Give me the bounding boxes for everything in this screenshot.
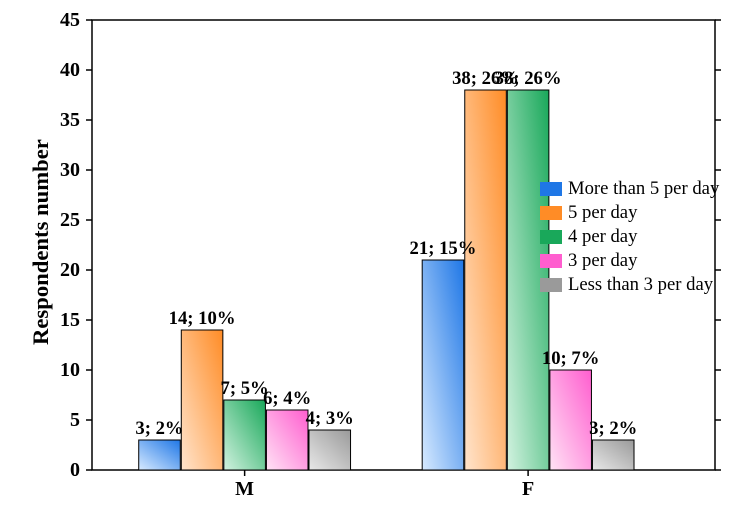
legend-label: 5 per day [568,202,637,224]
bar-value-label: 3; 2% [135,418,183,440]
category-label: M [235,478,254,501]
legend-item: 5 per day [540,202,719,224]
bar [592,440,634,470]
ytick-label: 0 [52,459,80,482]
ytick-label: 40 [52,59,80,82]
bar [181,330,223,470]
bar-value-label: 6; 4% [263,388,311,410]
legend-item: 3 per day [540,250,719,272]
legend-swatch [540,206,562,220]
legend-label: Less than 3 per day [568,274,713,296]
bar [309,430,351,470]
bar-value-label: 14; 10% [169,308,236,330]
legend-item: 4 per day [540,226,719,248]
ytick-label: 20 [52,259,80,282]
legend: More than 5 per day5 per day4 per day3 p… [540,178,719,298]
ytick-label: 45 [52,9,80,32]
bar-value-label: 21; 15% [410,238,477,260]
bar [550,370,592,470]
ytick-label: 10 [52,359,80,382]
legend-swatch [540,254,562,268]
legend-label: 4 per day [568,226,637,248]
bar-value-label: 4; 3% [306,408,354,430]
legend-swatch [540,182,562,196]
y-axis-label: Respondents number [28,139,54,345]
legend-label: 3 per day [568,250,637,272]
bar [422,260,464,470]
ytick-label: 5 [52,409,80,432]
bar [266,410,308,470]
ytick-label: 35 [52,109,80,132]
bar-value-label: 10; 7% [542,348,600,370]
bar [224,400,266,470]
legend-label: More than 5 per day [568,178,719,200]
legend-item: Less than 3 per day [540,274,719,296]
bar-value-label: 7; 5% [221,378,269,400]
legend-item: More than 5 per day [540,178,719,200]
ytick-label: 25 [52,209,80,232]
category-label: F [522,478,534,501]
bar [465,90,507,470]
bar-value-label: 38; 26% [495,68,562,90]
bar-chart: 3; 2% 14; 10% 7; 5%6; 4%4; 3% M 21; 15% 38; 2… [0,0,740,520]
bar-value-label: 3; 2% [589,418,637,440]
legend-swatch [540,278,562,292]
bar [139,440,181,470]
legend-swatch [540,230,562,244]
ytick-label: 15 [52,309,80,332]
ytick-label: 30 [52,159,80,182]
